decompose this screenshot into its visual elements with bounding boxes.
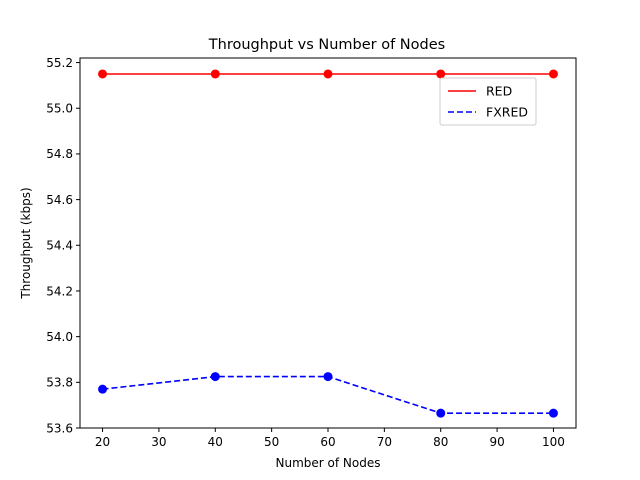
y-tick-label: 54.2 — [46, 284, 73, 298]
y-tick-label: 54.0 — [46, 330, 73, 344]
x-axis-ticks: 20 30 40 50 60 70 80 90 100 — [95, 428, 565, 449]
y-axis-ticks: 53.6 53.8 54.0 54.2 54.4 54.6 54.8 55.0 55.2 — [46, 56, 80, 435]
y-tick-label: 54.4 — [46, 239, 73, 253]
legend-label-red: RED — [486, 84, 512, 99]
y-tick-label: 53.6 — [46, 421, 73, 435]
x-tick-label: 70 — [377, 435, 392, 449]
x-tick-label: 80 — [433, 435, 448, 449]
x-tick-label: 20 — [95, 435, 110, 449]
chart-title: Throughput vs Number of Nodes — [208, 37, 445, 53]
data-point-red — [436, 69, 446, 79]
x-tick-label: 100 — [542, 435, 565, 449]
y-tick-label: 54.8 — [46, 147, 73, 161]
data-point-fxred — [436, 408, 446, 418]
y-axis-title: Throughput (kbps) — [19, 187, 33, 299]
data-point-red — [548, 69, 558, 79]
x-tick-label: 90 — [489, 435, 504, 449]
data-point-red — [98, 69, 108, 79]
x-axis-title: Number of Nodes — [276, 456, 381, 470]
legend: RED FXRED — [439, 77, 537, 126]
x-tick-label: 60 — [320, 435, 335, 449]
legend-frame — [439, 77, 537, 126]
data-point-fxred — [210, 372, 220, 382]
data-point-fxred — [323, 372, 333, 382]
data-point-red — [323, 69, 333, 79]
x-tick-label: 30 — [151, 435, 166, 449]
y-tick-label: 54.6 — [46, 193, 73, 207]
plot-area — [79, 57, 577, 429]
series-layer — [98, 69, 558, 418]
x-tick-label: 40 — [208, 435, 223, 449]
x-tick-label: 50 — [264, 435, 279, 449]
y-tick-label: 55.0 — [46, 102, 73, 116]
data-point-fxred — [98, 384, 108, 394]
y-tick-label: 53.8 — [46, 376, 73, 390]
legend-label-fxred: FXRED — [486, 105, 528, 120]
data-point-fxred — [548, 408, 558, 418]
data-point-red — [210, 69, 220, 79]
y-tick-label: 55.2 — [46, 56, 73, 70]
